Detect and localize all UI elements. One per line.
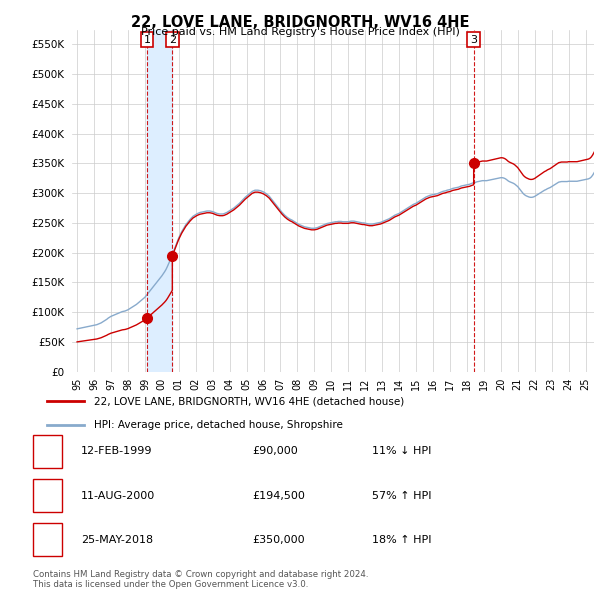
Text: 1: 1 (143, 35, 151, 45)
Text: 1: 1 (44, 447, 51, 456)
Text: £90,000: £90,000 (252, 447, 298, 456)
Text: 3: 3 (470, 35, 477, 45)
Text: 57% ↑ HPI: 57% ↑ HPI (372, 491, 431, 500)
Text: £350,000: £350,000 (252, 535, 305, 545)
Bar (147, 30, 172, 372)
Text: 12-FEB-1999: 12-FEB-1999 (81, 447, 152, 456)
Text: Contains HM Land Registry data © Crown copyright and database right 2024.: Contains HM Land Registry data © Crown c… (33, 571, 368, 579)
Text: 2: 2 (169, 35, 176, 45)
Text: This data is licensed under the Open Government Licence v3.0.: This data is licensed under the Open Gov… (33, 580, 308, 589)
Text: 18% ↑ HPI: 18% ↑ HPI (372, 535, 431, 545)
Text: £194,500: £194,500 (252, 491, 305, 500)
Text: 3: 3 (44, 535, 51, 545)
Text: 25-MAY-2018: 25-MAY-2018 (81, 535, 153, 545)
Text: 11% ↓ HPI: 11% ↓ HPI (372, 447, 431, 456)
Text: 2: 2 (44, 491, 51, 500)
Text: 22, LOVE LANE, BRIDGNORTH, WV16 4HE (detached house): 22, LOVE LANE, BRIDGNORTH, WV16 4HE (det… (94, 396, 404, 407)
Text: HPI: Average price, detached house, Shropshire: HPI: Average price, detached house, Shro… (94, 419, 343, 430)
Text: 22, LOVE LANE, BRIDGNORTH, WV16 4HE: 22, LOVE LANE, BRIDGNORTH, WV16 4HE (131, 15, 469, 30)
Text: 11-AUG-2000: 11-AUG-2000 (81, 491, 155, 500)
Text: Price paid vs. HM Land Registry's House Price Index (HPI): Price paid vs. HM Land Registry's House … (140, 27, 460, 37)
